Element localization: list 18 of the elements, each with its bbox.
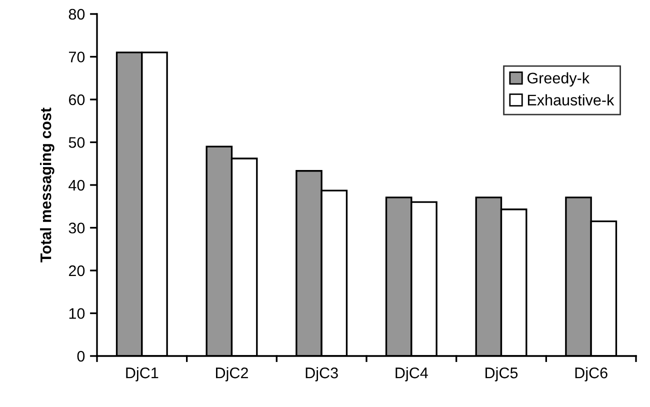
x-tick-label: DjC4 [396, 367, 428, 382]
legend-label: Exhaustive-k [528, 94, 614, 106]
y-tick-label: 40 [68, 180, 85, 191]
x-tick-label: DjC6 [575, 367, 608, 382]
x-tick-label: DjC3 [306, 367, 338, 382]
y-tick-label: 10 [69, 308, 85, 319]
y-tick-label: 20 [68, 265, 85, 276]
y-tick-label: 30 [68, 222, 85, 234]
legend-label: Greedy-k [527, 72, 590, 87]
y-axis-title: Total messaging cost [40, 108, 54, 262]
x-tick-label: DjC2 [216, 367, 248, 382]
y-tick-label: 80 [68, 8, 85, 20]
y-tick-label: 70 [68, 52, 85, 62]
x-tick-label: DjC1 [126, 367, 158, 382]
y-tick-label: 60 [68, 94, 85, 106]
y-tick-label: 50 [68, 137, 85, 148]
x-tick-label: DjC5 [486, 367, 518, 382]
y-tick-label: 0 [77, 350, 85, 362]
